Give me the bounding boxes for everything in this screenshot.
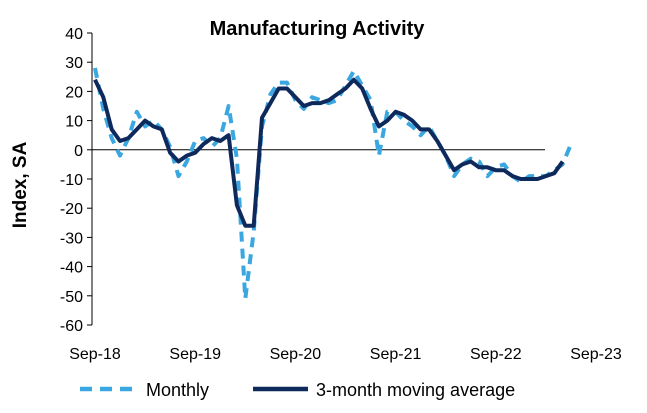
series-layer [93,67,573,301]
x-tick-label: Sep-19 [169,346,221,363]
chart-title: Manufacturing Activity [210,18,426,40]
series-line-moving-average [93,77,565,228]
y-tick-label: -20 [60,201,83,218]
y-tick-label: -60 [60,318,83,335]
legend-monthly-label: Monthly [146,380,209,400]
y-tick-label: 40 [65,26,83,43]
y-tick-label: 10 [65,114,83,131]
series-line-monthly [93,67,573,301]
y-tick-label: -50 [60,289,83,306]
legend-moving-average-label: 3-month moving average [316,380,515,400]
y-axis-label: Index, SA [10,141,31,228]
y-tick-label: 30 [65,55,83,72]
legend: Monthly 3-month moving average [80,380,515,400]
y-tick-label: 0 [74,143,83,160]
x-tick-label: Sep-21 [370,346,422,363]
y-tick-label: -40 [60,260,83,277]
y-tick-label: 20 [65,84,83,101]
x-axis-ticks: Sep-18 Sep-19 Sep-20 Sep-21 Sep-22 Sep-23 [69,346,622,363]
x-tick-label: Sep-18 [69,346,121,363]
x-tick-label: Sep-23 [570,346,622,363]
x-tick-label: Sep-20 [270,346,322,363]
y-axis-ticks: 40 30 20 10 0 -10 -20 -30 -40 -50 -60 [60,26,92,335]
y-tick-label: -30 [60,230,83,247]
y-tick-label: -10 [60,172,83,189]
x-tick-label: Sep-22 [470,346,522,363]
